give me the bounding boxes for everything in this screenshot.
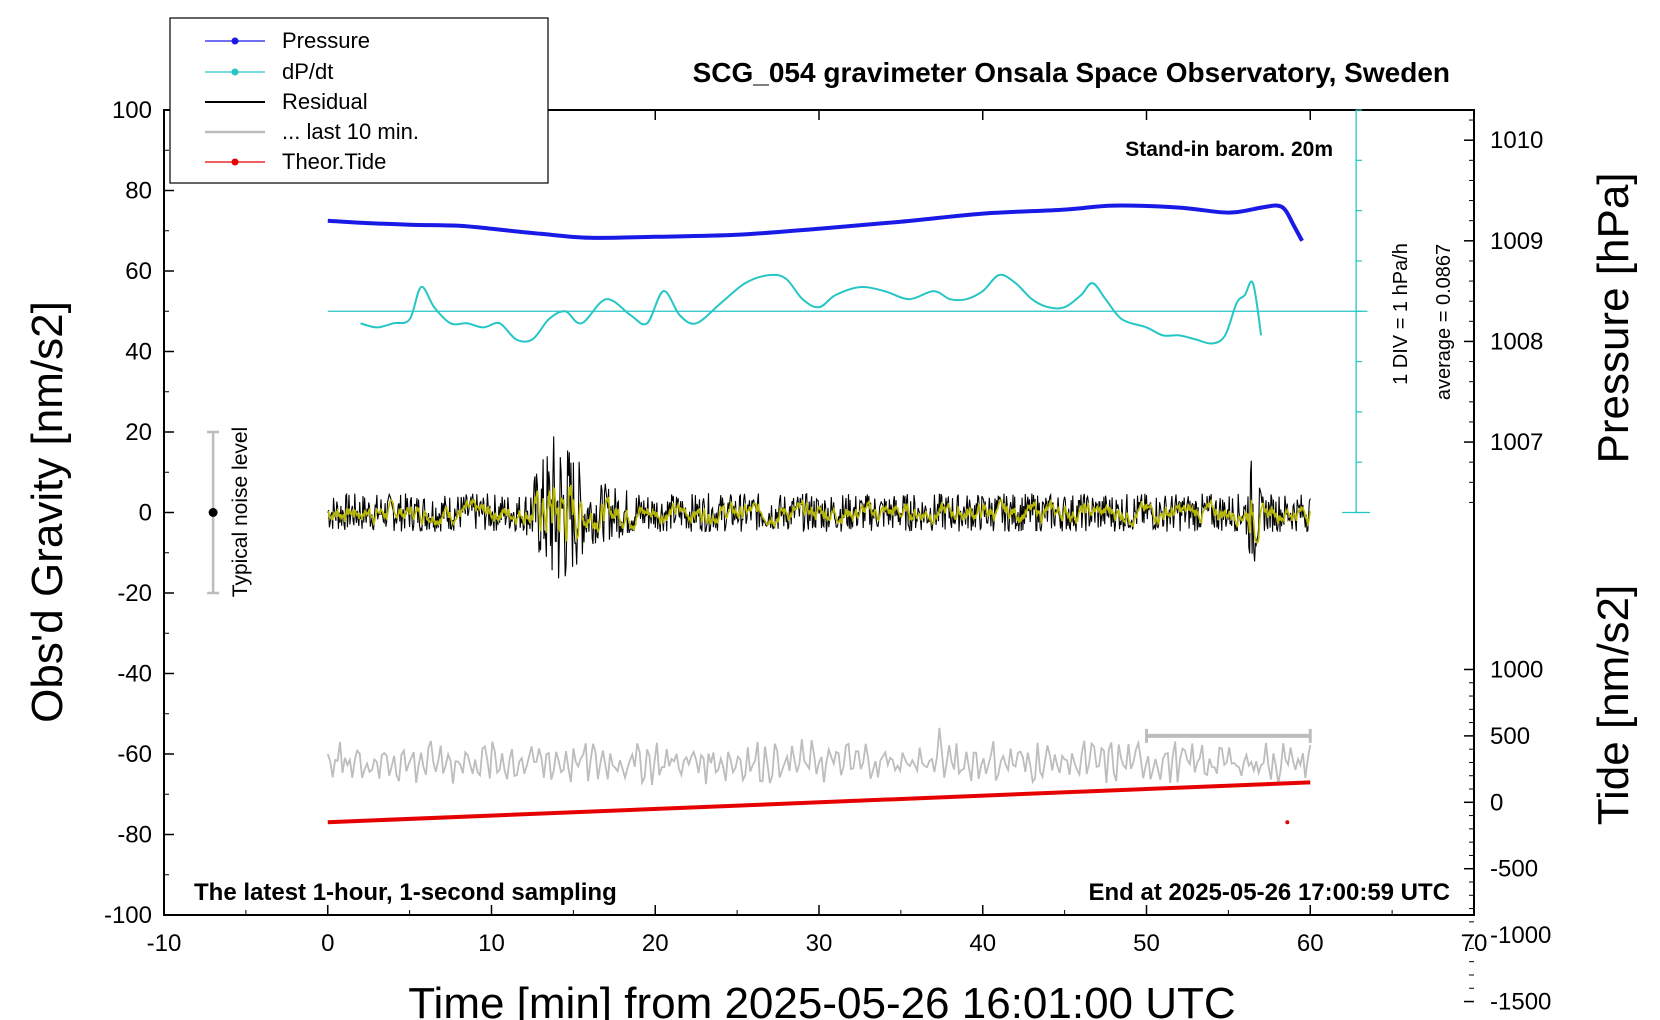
y-tick-label: -60 [117,741,152,768]
legend-tide-label: Theor.Tide [282,149,386,174]
y-axis-ticks: 100 80 60 40 20 0 -20 -40 -60 -80 -100 [104,97,174,929]
y-tick-label: 20 [125,419,152,446]
x-tick-label: 40 [969,930,996,957]
x-tick-label: 50 [1133,930,1160,957]
legend-tide-marker [231,158,239,166]
pressure-series [327,203,1304,242]
x-tick-label: -10 [147,930,182,957]
series-layer [207,109,1371,825]
y-tick-label: 100 [112,97,152,124]
legend-last10-label: ... last 10 min. [282,119,419,144]
legend: Pressure dP/dt Residual ... last 10 min.… [169,17,549,184]
x-tick-label: 70 [1461,930,1488,957]
y-tick-label: 60 [125,258,152,285]
y-tick-label: -100 [104,902,152,929]
average-label: average = 0.0867 [1433,244,1455,400]
y-tick-label: -20 [117,580,152,607]
pressure-tick-label: 1008 [1490,328,1543,355]
tide-axis-ticks: 1000 500 0 -500 -1000 -1500 [1464,656,1551,1016]
noise-label: Typical noise level [229,427,252,597]
tide-tick-label: -1000 [1490,922,1551,949]
x-tick-label: 30 [806,930,833,957]
x-tick-label: 20 [642,930,669,957]
tide-series [327,780,1311,825]
legend-pressure-marker [231,37,239,45]
tide-tick-label: 0 [1490,789,1503,816]
tide-axis-title: Tide [nm/s2] [1589,585,1638,825]
chart-title: SCG_054 gravimeter Onsala Space Observat… [693,57,1450,88]
tide-point [1285,820,1290,825]
end-note: End at 2025-05-26 17:00:59 UTC [1089,879,1451,906]
y-tick-label: 80 [125,178,152,205]
noise-bar-center [208,508,218,517]
barometer-note: Stand-in barom. 20m [1125,138,1333,161]
latest-note: The latest 1-hour, 1-second sampling [194,879,617,906]
tide-tick-label: 1000 [1490,656,1543,683]
legend-pressure-label: Pressure [282,28,370,53]
last10-series [326,727,1312,786]
y-axis-title: Obs'd Gravity [nm/s2] [23,301,72,723]
tide-tick-label: -500 [1490,856,1538,883]
x-axis-title: Time [min] from 2025-05-26 16:01:00 UTC [408,979,1235,1020]
y-tick-label: -80 [117,822,152,849]
x-axis-ticks: -10 0 10 20 30 40 50 60 70 [147,110,1488,957]
pressure-tick-label: 1007 [1490,429,1543,456]
y-tick-label: 0 [139,500,152,527]
dpdt-series [360,273,1263,345]
y-tick-label: 40 [125,339,152,366]
pressure-tick-label: 1009 [1490,228,1543,255]
pressure-axis-title: Pressure [hPa] [1589,172,1638,463]
legend-box [169,17,549,184]
legend-dpdt-label: dP/dt [282,59,333,84]
x-tick-label: 60 [1297,930,1324,957]
legend-dpdt-marker [231,68,239,76]
residual-smoothed-series [327,484,1312,544]
x-tick-label: 0 [321,930,334,957]
tide-tick-label: -1500 [1490,989,1551,1016]
pressure-axis-ticks: 1010 1009 1008 1007 [1464,119,1543,503]
pressure-tick-label: 1010 [1490,127,1543,154]
tide-tick-label: 500 [1490,723,1530,750]
y-tick-label: -40 [117,661,152,688]
scale-div-label: 1 DIV = 1 hPa/h [1390,243,1412,385]
residual-series [327,436,1311,579]
x-tick-label: 10 [478,930,505,957]
legend-residual-label: Residual [282,89,368,114]
